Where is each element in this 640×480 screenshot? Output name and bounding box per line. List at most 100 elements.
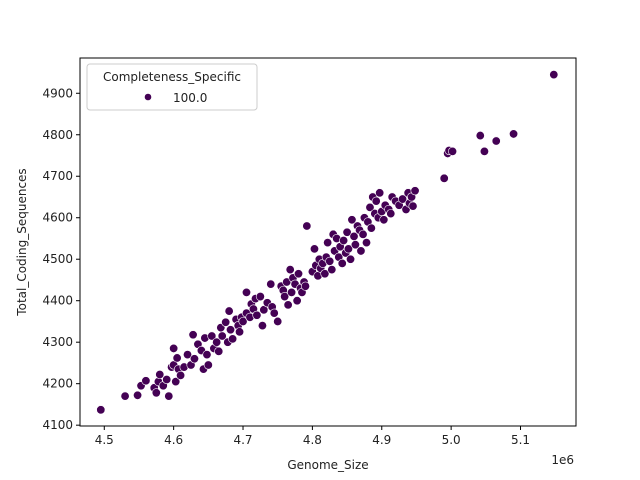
data-point bbox=[323, 238, 333, 248]
data-point bbox=[96, 405, 106, 415]
data-point bbox=[366, 223, 376, 233]
data-point bbox=[346, 254, 356, 264]
data-point bbox=[410, 186, 420, 196]
data-point bbox=[350, 240, 360, 250]
data-point bbox=[325, 256, 335, 266]
data-point bbox=[342, 227, 352, 237]
data-point bbox=[337, 258, 347, 268]
data-point bbox=[183, 350, 193, 360]
data-points bbox=[96, 70, 559, 415]
data-point bbox=[257, 321, 267, 331]
x-tick-label: 4.6 bbox=[164, 433, 183, 447]
data-point bbox=[320, 269, 330, 279]
data-point bbox=[491, 136, 501, 146]
data-point bbox=[141, 376, 151, 386]
data-point bbox=[300, 281, 310, 291]
data-point bbox=[287, 287, 297, 297]
legend: Completeness_Specific 100.0 bbox=[86, 63, 258, 111]
y-axis-ticks: 4100 4200 4300 4400 4500 4600 4700 4800 4900 bbox=[42, 86, 80, 432]
data-point bbox=[358, 229, 368, 239]
x-tick-label: 5.0 bbox=[442, 433, 461, 447]
data-point bbox=[269, 308, 279, 318]
data-point bbox=[302, 221, 312, 231]
data-point bbox=[280, 292, 290, 302]
data-point bbox=[509, 129, 519, 139]
data-point bbox=[398, 194, 408, 204]
data-point bbox=[343, 244, 353, 254]
data-point bbox=[241, 287, 251, 297]
data-point bbox=[292, 296, 302, 306]
data-point bbox=[217, 331, 227, 341]
data-point bbox=[549, 70, 559, 80]
data-point bbox=[252, 310, 262, 320]
data-point bbox=[309, 244, 319, 254]
data-point bbox=[327, 265, 337, 275]
data-point bbox=[283, 300, 293, 310]
data-point bbox=[475, 131, 485, 141]
data-point bbox=[375, 188, 385, 198]
data-point bbox=[202, 350, 212, 360]
y-tick-label: 4700 bbox=[42, 169, 73, 183]
x-tick-label: 4.8 bbox=[303, 433, 322, 447]
data-point bbox=[356, 246, 366, 256]
data-point bbox=[207, 331, 217, 341]
data-point bbox=[214, 346, 224, 356]
x-tick-label: 4.7 bbox=[233, 433, 252, 447]
y-tick-label: 4900 bbox=[42, 86, 73, 100]
data-point bbox=[379, 215, 389, 225]
data-point bbox=[189, 354, 199, 364]
data-point bbox=[365, 202, 375, 212]
data-point bbox=[408, 201, 418, 211]
y-tick-label: 4400 bbox=[42, 294, 73, 308]
data-point bbox=[228, 334, 238, 344]
data-point bbox=[188, 330, 198, 340]
y-axis-label: Total_Coding_Sequences bbox=[15, 168, 29, 316]
data-point bbox=[155, 370, 165, 380]
y-tick-label: 4800 bbox=[42, 128, 73, 142]
data-point bbox=[266, 279, 276, 289]
data-point bbox=[362, 238, 372, 248]
data-point bbox=[439, 173, 449, 183]
legend-entry-label: 100.0 bbox=[173, 91, 207, 105]
data-point bbox=[169, 343, 179, 353]
data-point bbox=[224, 306, 234, 316]
data-point bbox=[172, 353, 182, 363]
y-tick-label: 4200 bbox=[42, 377, 73, 391]
y-tick-label: 4100 bbox=[42, 418, 73, 432]
data-point bbox=[235, 327, 245, 337]
data-point bbox=[226, 325, 236, 335]
data-point bbox=[282, 277, 292, 287]
legend-box bbox=[86, 63, 258, 111]
data-point bbox=[151, 388, 161, 398]
data-point bbox=[162, 375, 172, 385]
x-axis-ticks: 4.5 4.6 4.7 4.8 4.9 5.0 5.1 bbox=[95, 426, 530, 447]
x-tick-label: 4.9 bbox=[372, 433, 391, 447]
data-point bbox=[448, 146, 458, 156]
data-point bbox=[479, 146, 489, 156]
data-point bbox=[203, 360, 213, 370]
data-point bbox=[347, 215, 357, 225]
x-axis-label: Genome_Size bbox=[287, 458, 368, 472]
y-tick-label: 4500 bbox=[42, 252, 73, 266]
data-point bbox=[285, 265, 295, 275]
x-axis-offset-label: 1e6 bbox=[551, 453, 574, 467]
legend-title: Completeness_Specific bbox=[103, 70, 241, 84]
data-point bbox=[133, 390, 143, 400]
data-point bbox=[255, 292, 265, 302]
x-tick-label: 4.5 bbox=[95, 433, 114, 447]
data-point bbox=[386, 209, 396, 219]
data-point bbox=[238, 316, 248, 326]
plot-frame bbox=[79, 57, 577, 427]
data-point bbox=[120, 391, 130, 401]
data-point bbox=[273, 316, 283, 326]
data-point bbox=[339, 236, 349, 246]
data-point bbox=[171, 377, 181, 387]
x-tick-label: 5.1 bbox=[511, 433, 530, 447]
y-tick-label: 4600 bbox=[42, 211, 73, 225]
data-point bbox=[164, 391, 174, 401]
data-point bbox=[176, 370, 186, 380]
legend-marker-icon bbox=[144, 93, 152, 101]
y-tick-label: 4300 bbox=[42, 335, 73, 349]
data-point bbox=[294, 269, 304, 279]
